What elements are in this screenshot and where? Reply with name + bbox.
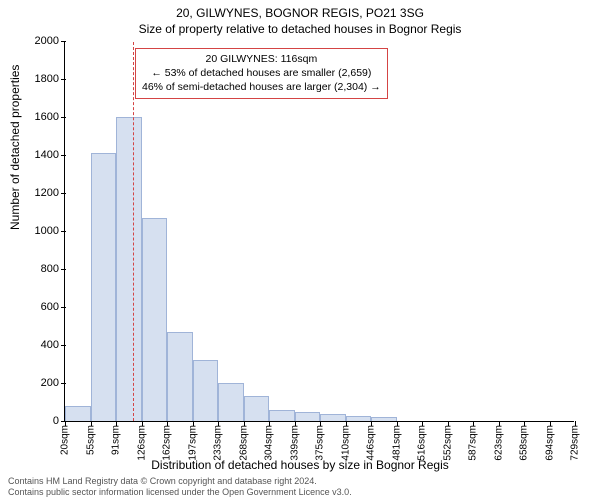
y-tick: 800 — [41, 263, 65, 275]
histogram-bar — [320, 414, 346, 421]
y-tick: 200 — [41, 377, 65, 389]
histogram-bar — [346, 416, 372, 421]
x-tick: 516sqm — [417, 421, 428, 461]
info-box: 20 GILWYNES: 116sqm← 53% of detached hou… — [135, 48, 388, 99]
histogram-bar — [269, 410, 295, 421]
x-tick: 162sqm — [162, 421, 173, 461]
x-tick: 587sqm — [468, 421, 479, 461]
x-tick: 126sqm — [136, 421, 147, 461]
x-tick: 623sqm — [493, 421, 504, 461]
x-tick: 20sqm — [60, 421, 71, 455]
histogram-bar — [91, 153, 117, 421]
histogram-bar — [244, 396, 270, 421]
y-tick: 400 — [41, 339, 65, 351]
x-tick: 446sqm — [366, 421, 377, 461]
histogram-bar — [65, 406, 91, 421]
chart-title-main: 20, GILWYNES, BOGNOR REGIS, PO21 3SG — [0, 6, 600, 20]
y-tick: 1400 — [35, 149, 65, 161]
x-tick: 233sqm — [213, 421, 224, 461]
x-tick: 552sqm — [442, 421, 453, 461]
histogram-bar — [371, 417, 397, 421]
x-tick: 339sqm — [289, 421, 300, 461]
x-tick: 268sqm — [238, 421, 249, 461]
x-tick: 729sqm — [570, 421, 581, 461]
y-axis-label: Number of detached properties — [8, 65, 22, 230]
x-tick: 91sqm — [111, 421, 122, 455]
histogram-bar — [295, 412, 321, 421]
histogram-bar — [167, 332, 193, 421]
info-box-line: ← 53% of detached houses are smaller (2,… — [142, 66, 381, 80]
chart-footer: Contains HM Land Registry data © Crown c… — [0, 476, 600, 498]
reference-line — [133, 42, 134, 421]
x-tick: 375sqm — [315, 421, 326, 461]
y-tick: 600 — [41, 301, 65, 313]
x-tick: 481sqm — [391, 421, 402, 461]
chart-title-sub: Size of property relative to detached ho… — [0, 22, 600, 36]
footer-line-2: Contains public sector information licen… — [8, 487, 600, 498]
y-tick: 1800 — [35, 73, 65, 85]
info-box-line: 20 GILWYNES: 116sqm — [142, 52, 381, 66]
footer-line-1: Contains HM Land Registry data © Crown c… — [8, 476, 600, 487]
histogram-bar — [142, 218, 168, 421]
histogram-bar — [193, 360, 219, 421]
x-tick: 658sqm — [519, 421, 530, 461]
x-tick: 410sqm — [340, 421, 351, 461]
x-tick: 197sqm — [187, 421, 198, 461]
x-tick: 55sqm — [85, 421, 96, 455]
chart-container: 20, GILWYNES, BOGNOR REGIS, PO21 3SG Siz… — [0, 0, 600, 500]
x-tick: 304sqm — [264, 421, 275, 461]
x-tick: 694sqm — [544, 421, 555, 461]
y-tick: 1200 — [35, 187, 65, 199]
y-tick: 2000 — [35, 35, 65, 47]
x-axis-label: Distribution of detached houses by size … — [0, 458, 600, 472]
histogram-bar — [218, 383, 244, 421]
y-tick: 1600 — [35, 111, 65, 123]
y-tick: 1000 — [35, 225, 65, 237]
histogram-bar — [116, 117, 142, 421]
plot-area: 020040060080010001200140016001800200020s… — [64, 42, 574, 422]
info-box-line: 46% of semi-detached houses are larger (… — [142, 80, 381, 94]
